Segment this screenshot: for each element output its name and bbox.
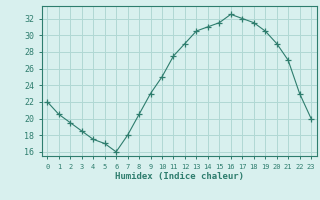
X-axis label: Humidex (Indice chaleur): Humidex (Indice chaleur)	[115, 172, 244, 181]
